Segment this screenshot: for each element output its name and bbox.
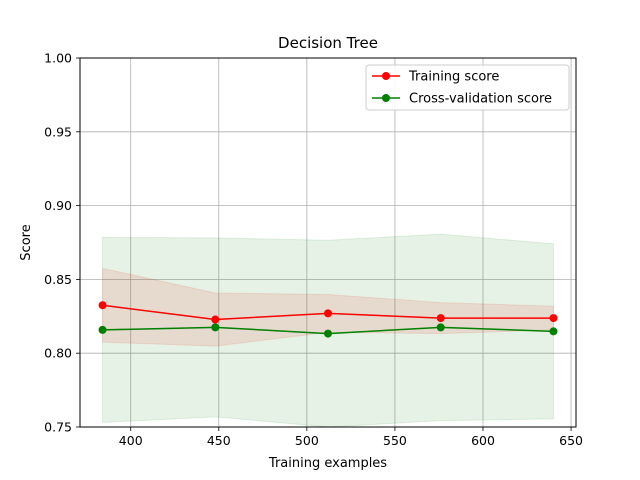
y-tick-label: 0.85 bbox=[44, 272, 72, 287]
plot-frame bbox=[79, 57, 577, 428]
y-tick-label: 0.80 bbox=[44, 346, 72, 361]
x-axis-label: Training examples bbox=[268, 456, 387, 471]
x-tick-label: 500 bbox=[295, 433, 319, 448]
series-1-point bbox=[324, 329, 332, 338]
x-tick-label: 600 bbox=[471, 433, 495, 448]
series-0-point bbox=[436, 314, 445, 323]
legend-box bbox=[365, 64, 570, 111]
legend-marker-0 bbox=[382, 72, 390, 80]
series-1-point bbox=[211, 323, 220, 332]
series-1-point bbox=[436, 323, 445, 332]
x-tick-label: 400 bbox=[119, 433, 143, 448]
series-markers bbox=[98, 301, 558, 338]
legend: Training score Cross-validation score bbox=[365, 64, 570, 111]
series-0-point bbox=[324, 309, 332, 318]
gridlines bbox=[80, 57, 576, 428]
series-1-point bbox=[98, 325, 107, 334]
x-axis-ticks: 400 450 500 550 600 650 bbox=[119, 427, 583, 448]
series-0-point bbox=[211, 315, 220, 324]
legend-label-0: Training score bbox=[408, 70, 499, 85]
y-tick-label: 0.95 bbox=[44, 124, 72, 139]
y-axis-label: Score bbox=[19, 224, 34, 260]
y-tick-label: 0.90 bbox=[44, 198, 72, 213]
x-tick-label: 450 bbox=[207, 433, 231, 448]
x-tick-label: 650 bbox=[559, 433, 583, 448]
y-axis-ticks: 0.75 0.80 0.85 0.90 0.95 1.00 bbox=[44, 51, 80, 435]
series-1-point bbox=[549, 327, 558, 336]
chart-title: Decision Tree bbox=[278, 34, 378, 52]
legend-marker-1 bbox=[382, 94, 390, 102]
legend-label-1: Cross-validation score bbox=[409, 92, 552, 107]
series-0-point bbox=[98, 301, 107, 310]
x-tick-label: 550 bbox=[383, 433, 407, 448]
y-tick-label: 0.75 bbox=[44, 420, 72, 435]
series-0-point bbox=[549, 314, 558, 323]
y-tick-label: 1.00 bbox=[44, 51, 72, 66]
